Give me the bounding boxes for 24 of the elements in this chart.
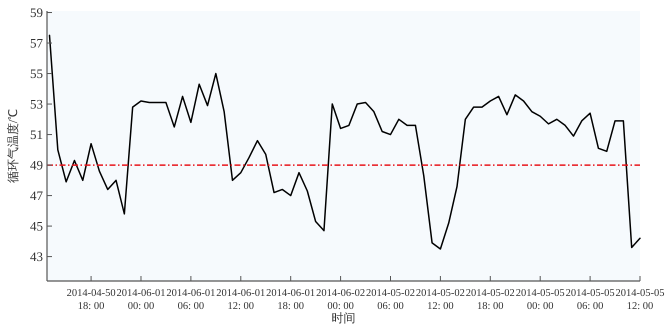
x-tick-label: 2014-05-02 06: 00 [366, 288, 415, 312]
y-tick-label: 57 [30, 36, 44, 51]
y-tick-label: 43 [30, 249, 43, 264]
x-tick-label: 2014-06-01 12: 00 [216, 288, 266, 312]
y-tick-label: 49 [30, 158, 43, 173]
x-tick-label: 2014-06-01 00: 00 [116, 288, 166, 312]
y-tick-label: 47 [30, 188, 44, 204]
x-tick-label: 2014-04-50 18: 00 [66, 288, 116, 312]
x-tick-label: 2014-05-05 12: 00 [616, 288, 664, 312]
x-tick-label: 2014-05-05 00: 00 [516, 288, 565, 312]
x-axis-title: 时间 [332, 311, 356, 325]
y-tick-label: 45 [30, 218, 43, 234]
y-axis-title: 循环气温度/℃ [6, 108, 20, 184]
x-tick-label: 2014-05-02 18: 00 [466, 288, 515, 312]
y-tick-label: 51 [30, 127, 43, 142]
line-series [48, 34, 641, 250]
x-tick-label: 2014-06-01 06: 00 [166, 288, 216, 312]
x-tick-label: 2014-06-02 00: 00 [316, 288, 366, 312]
x-tick-label: 2014-05-02 12: 00 [416, 288, 465, 312]
x-tick-label: 2014-06-01 18: 00 [266, 288, 316, 312]
y-tick-label: 59 [30, 5, 43, 20]
y-tick-label: 53 [30, 96, 43, 112]
x-tick-label: 2014-05-05 06: 00 [566, 288, 615, 312]
y-tick-label: 55 [30, 66, 43, 82]
